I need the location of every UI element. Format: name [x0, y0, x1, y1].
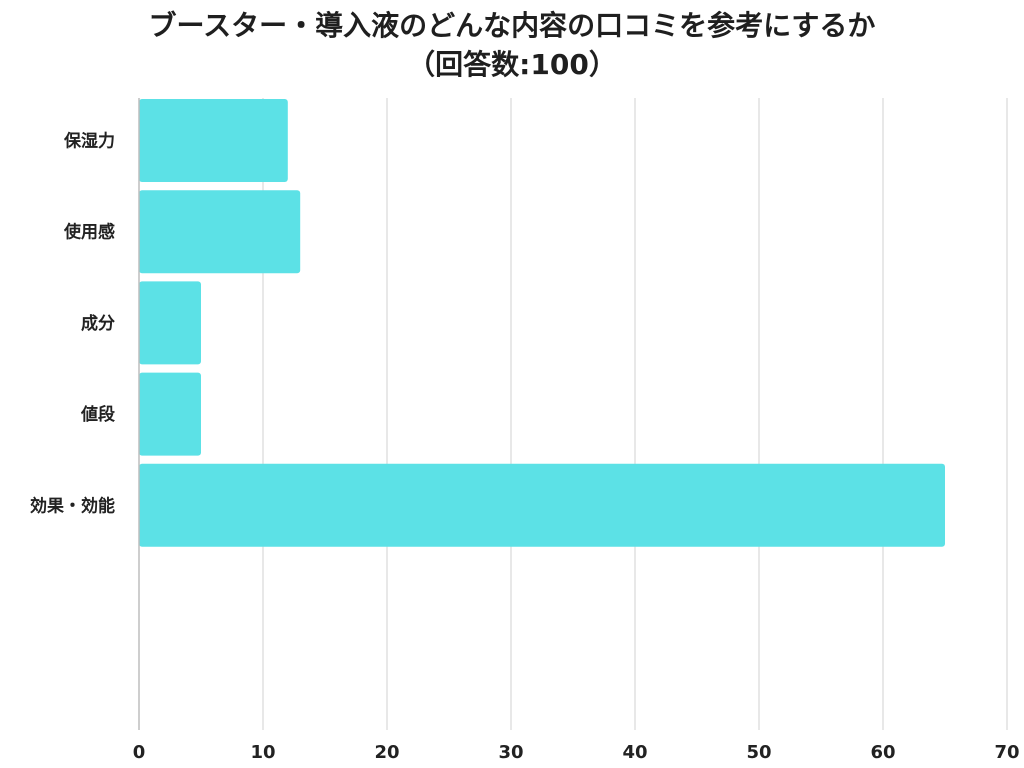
y-category-label: 使用感	[63, 222, 115, 243]
y-category-label: 値段	[80, 404, 115, 425]
bar	[139, 281, 201, 365]
bar	[139, 372, 201, 456]
x-tick-label: 70	[994, 742, 1019, 763]
chart-title-block: ブースター・導入液のどんな内容の口コミを参考にするか （回答数:100）	[0, 6, 1024, 84]
grid-layer	[262, 98, 1008, 730]
y-category-label: 保湿力	[63, 131, 115, 152]
x-tick-label: 30	[498, 742, 523, 763]
y-category-label: 効果・効能	[30, 495, 115, 516]
x-tick-label: 0	[133, 742, 146, 763]
x-tick-label: 60	[870, 742, 895, 763]
bar	[139, 99, 288, 182]
bar-layer	[139, 99, 945, 547]
bar	[139, 463, 945, 547]
x-tick-label: 20	[374, 742, 399, 763]
y-category-label: 成分	[81, 313, 115, 334]
bar	[139, 190, 301, 274]
chart-subtitle: （回答数:100）	[407, 48, 617, 81]
x-tick-label: 40	[622, 742, 647, 763]
chart-title: ブースター・導入液のどんな内容の口コミを参考にするか	[148, 9, 876, 42]
x-tick-label: 50	[746, 742, 771, 763]
x-tick-label: 10	[250, 742, 275, 763]
